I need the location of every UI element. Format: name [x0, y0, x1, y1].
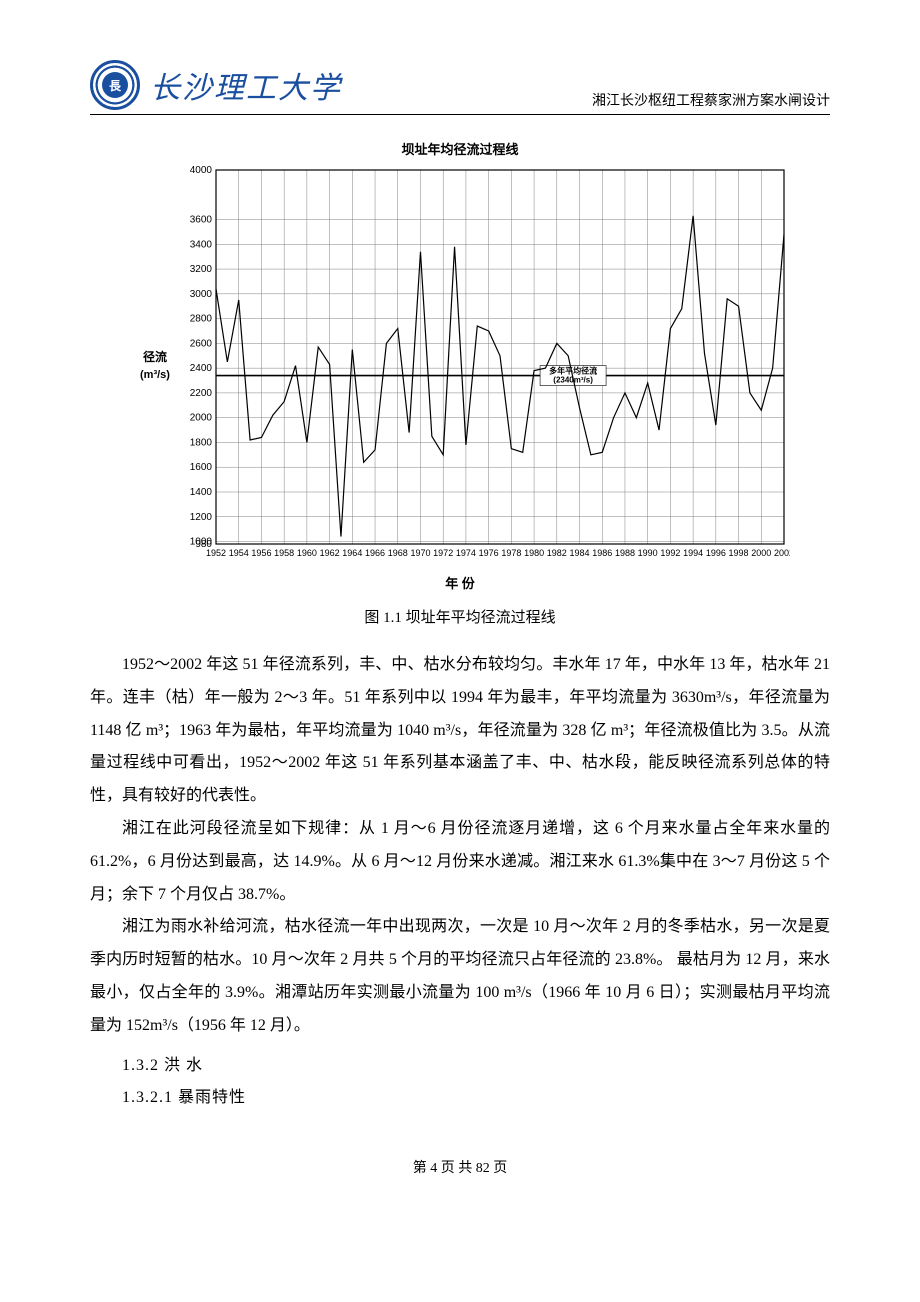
svg-text:1970: 1970: [410, 548, 430, 558]
chart-title: 坝址年均径流过程线: [130, 139, 790, 158]
chart-plot-area: 9801000120014001600180020002200240026002…: [180, 164, 790, 569]
svg-text:1200: 1200: [190, 512, 213, 523]
chart-caption: 图 1.1 坝址年平均径流过程线: [90, 606, 830, 627]
chart-y-axis-label: 径流 (m³/s): [130, 348, 180, 385]
heading-1-3-2-1: 1.3.2.1 暴雨特性: [90, 1083, 830, 1107]
svg-text:2600: 2600: [190, 338, 213, 349]
svg-text:3400: 3400: [190, 239, 213, 250]
svg-text:2800: 2800: [190, 314, 213, 325]
runoff-chart: 坝址年均径流过程线 径流 (m³/s) 98010001200140016001…: [130, 139, 790, 592]
svg-text:3200: 3200: [190, 264, 213, 275]
svg-text:1988: 1988: [615, 548, 635, 558]
svg-text:1998: 1998: [729, 548, 749, 558]
page-header: 長 长沙理工大学 湘江长沙枢纽工程蔡家洲方案水闸设计: [90, 60, 830, 115]
ylabel-unit: (m³/s): [130, 367, 180, 385]
svg-text:1956: 1956: [251, 548, 271, 558]
ylabel-text: 径流: [130, 348, 180, 367]
logo-block: 長 长沙理工大学: [90, 60, 342, 110]
svg-text:1968: 1968: [388, 548, 408, 558]
heading-1-3-2: 1.3.2 洪 水: [90, 1051, 830, 1075]
paragraph-1: 1952～2002 年这 51 年径流系列，丰、中、枯水分布较均匀。丰水年 17…: [90, 649, 830, 813]
document-title: 湘江长沙枢纽工程蔡家洲方案水闸设计: [592, 90, 830, 110]
svg-text:1982: 1982: [547, 548, 567, 558]
svg-text:4000: 4000: [190, 165, 213, 176]
svg-text:1978: 1978: [501, 548, 521, 558]
university-logo-icon: 長: [90, 60, 140, 110]
page-footer: 第 4 页 共 82 页: [90, 1157, 830, 1177]
svg-text:1964: 1964: [342, 548, 362, 558]
chart-x-axis-label: 年 份: [130, 573, 790, 592]
svg-text:1980: 1980: [524, 548, 544, 558]
svg-text:1000: 1000: [190, 537, 213, 548]
body-text: 1952～2002 年这 51 年径流系列，丰、中、枯水分布较均匀。丰水年 17…: [90, 649, 830, 1043]
svg-text:1952: 1952: [206, 548, 226, 558]
svg-text:2002: 2002: [774, 548, 790, 558]
paragraph-2: 湘江在此河段径流呈如下规律：从 1 月～6 月份径流逐月递增，这 6 个月来水量…: [90, 813, 830, 911]
svg-text:1966: 1966: [365, 548, 385, 558]
svg-text:3000: 3000: [190, 289, 213, 300]
paragraph-3: 湘江为雨水补给河流，枯水径流一年中出现两次，一次是 10 月～次年 2 月的冬季…: [90, 911, 830, 1042]
svg-text:1996: 1996: [706, 548, 726, 558]
svg-text:1954: 1954: [229, 548, 249, 558]
svg-text:2400: 2400: [190, 363, 213, 374]
svg-text:1800: 1800: [190, 437, 213, 448]
svg-text:1962: 1962: [320, 548, 340, 558]
university-name: 长沙理工大学: [150, 63, 342, 107]
svg-text:1984: 1984: [570, 548, 590, 558]
svg-text:1600: 1600: [190, 462, 213, 473]
svg-text:1974: 1974: [456, 548, 476, 558]
svg-text:多年平均径流: 多年平均径流: [549, 366, 597, 376]
svg-text:1990: 1990: [638, 548, 658, 558]
svg-text:1976: 1976: [479, 548, 499, 558]
svg-text:2200: 2200: [190, 388, 213, 399]
svg-text:1958: 1958: [274, 548, 294, 558]
svg-text:2000: 2000: [751, 548, 771, 558]
svg-text:1986: 1986: [592, 548, 612, 558]
svg-text:1972: 1972: [433, 548, 453, 558]
svg-text:1400: 1400: [190, 487, 213, 498]
svg-text:1992: 1992: [660, 548, 680, 558]
svg-text:2000: 2000: [190, 413, 213, 424]
svg-text:1960: 1960: [297, 548, 317, 558]
svg-text:1994: 1994: [683, 548, 703, 558]
svg-text:3600: 3600: [190, 215, 213, 226]
